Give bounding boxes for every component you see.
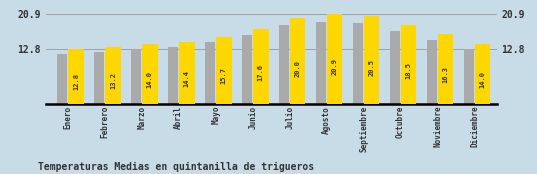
Bar xyxy=(242,35,252,104)
Bar xyxy=(279,25,289,104)
Bar xyxy=(105,48,121,104)
Bar xyxy=(438,34,453,104)
Text: 14.0: 14.0 xyxy=(147,70,153,88)
Bar xyxy=(353,23,363,104)
Bar xyxy=(327,14,343,104)
Bar xyxy=(168,48,178,104)
Text: 14.4: 14.4 xyxy=(184,70,190,87)
Text: 20.9: 20.9 xyxy=(332,58,338,75)
Text: 15.7: 15.7 xyxy=(221,68,227,84)
Bar xyxy=(253,29,268,104)
Bar xyxy=(131,49,141,104)
Text: 18.5: 18.5 xyxy=(405,62,412,79)
Text: 13.2: 13.2 xyxy=(110,72,116,89)
Bar xyxy=(205,42,215,104)
Bar xyxy=(464,49,474,104)
Text: 12.8: 12.8 xyxy=(73,73,79,90)
Text: 17.6: 17.6 xyxy=(258,64,264,81)
Text: Temperaturas Medias en quintanilla de trigueros: Temperaturas Medias en quintanilla de tr… xyxy=(38,162,314,172)
Bar xyxy=(364,16,380,104)
Bar xyxy=(390,31,400,104)
Bar xyxy=(401,25,416,104)
Bar xyxy=(179,42,194,104)
Bar xyxy=(95,52,104,104)
Text: 20.0: 20.0 xyxy=(295,60,301,77)
Bar xyxy=(68,49,84,104)
Bar xyxy=(216,37,231,104)
Text: 16.3: 16.3 xyxy=(442,66,448,83)
Text: 14.0: 14.0 xyxy=(480,70,485,88)
Bar xyxy=(142,44,157,104)
Bar xyxy=(475,44,490,104)
Bar xyxy=(57,54,68,104)
Bar xyxy=(290,18,306,104)
Bar xyxy=(427,40,437,104)
Bar xyxy=(316,22,326,104)
Text: 20.5: 20.5 xyxy=(369,59,375,76)
